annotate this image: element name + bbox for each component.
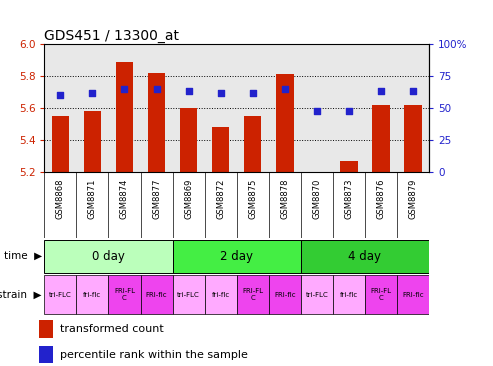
- Point: [153, 86, 161, 92]
- Bar: [333, 275, 365, 314]
- Text: percentile rank within the sample: percentile rank within the sample: [60, 350, 248, 360]
- Text: 4 day: 4 day: [349, 250, 381, 263]
- Text: FRI-flc: FRI-flc: [402, 292, 423, 298]
- Bar: [212, 127, 229, 172]
- Bar: [205, 275, 237, 314]
- Text: GSM8870: GSM8870: [312, 179, 321, 219]
- Bar: [44, 240, 173, 273]
- Point: [281, 86, 288, 92]
- Bar: [39, 346, 53, 363]
- Bar: [180, 108, 197, 172]
- Bar: [108, 275, 141, 314]
- Point: [89, 90, 97, 96]
- Bar: [44, 275, 76, 314]
- Text: tri-FLC: tri-FLC: [305, 292, 328, 298]
- Bar: [76, 275, 108, 314]
- Text: GSM8877: GSM8877: [152, 179, 161, 219]
- Point: [345, 108, 353, 113]
- Text: GSM8874: GSM8874: [120, 179, 129, 219]
- Text: fri-flc: fri-flc: [340, 292, 358, 298]
- Bar: [301, 240, 429, 273]
- Bar: [365, 275, 397, 314]
- Text: GSM8873: GSM8873: [344, 179, 353, 219]
- Text: GDS451 / 13300_at: GDS451 / 13300_at: [44, 29, 179, 43]
- Point: [313, 108, 320, 113]
- Text: tri-FLC: tri-FLC: [177, 292, 200, 298]
- Point: [217, 90, 225, 96]
- Text: strain  ▶: strain ▶: [0, 290, 42, 300]
- Point: [409, 89, 417, 94]
- Bar: [39, 320, 53, 338]
- Point: [377, 89, 385, 94]
- Point: [120, 86, 128, 92]
- Text: time  ▶: time ▶: [4, 251, 42, 261]
- Text: fri-flc: fri-flc: [83, 292, 102, 298]
- Bar: [404, 105, 422, 172]
- Text: GSM8872: GSM8872: [216, 179, 225, 219]
- Bar: [116, 61, 133, 172]
- Text: GSM8871: GSM8871: [88, 179, 97, 219]
- Text: tri-FLC: tri-FLC: [49, 292, 72, 298]
- Bar: [173, 240, 301, 273]
- Bar: [52, 116, 69, 172]
- Point: [249, 90, 257, 96]
- Text: GSM8875: GSM8875: [248, 179, 257, 219]
- Text: fri-flc: fri-flc: [211, 292, 230, 298]
- Point: [184, 89, 192, 94]
- Text: FRI-FL
C: FRI-FL C: [114, 288, 135, 301]
- Bar: [173, 275, 205, 314]
- Text: GSM8868: GSM8868: [56, 179, 65, 219]
- Bar: [141, 275, 173, 314]
- Bar: [340, 161, 357, 172]
- Text: transformed count: transformed count: [60, 324, 164, 334]
- Text: FRI-flc: FRI-flc: [146, 292, 167, 298]
- Bar: [148, 73, 165, 172]
- Text: GSM8878: GSM8878: [280, 179, 289, 219]
- Bar: [269, 275, 301, 314]
- Bar: [244, 116, 261, 172]
- Bar: [301, 275, 333, 314]
- Bar: [276, 74, 293, 172]
- Text: 0 day: 0 day: [92, 250, 125, 263]
- Bar: [397, 275, 429, 314]
- Point: [56, 92, 64, 98]
- Text: GSM8869: GSM8869: [184, 179, 193, 219]
- Bar: [237, 275, 269, 314]
- Text: GSM8879: GSM8879: [408, 179, 418, 219]
- Bar: [372, 105, 389, 172]
- Text: FRI-FL
C: FRI-FL C: [242, 288, 263, 301]
- Text: FRI-FL
C: FRI-FL C: [370, 288, 391, 301]
- Text: GSM8876: GSM8876: [376, 179, 386, 219]
- Bar: [84, 111, 101, 172]
- Text: 2 day: 2 day: [220, 250, 253, 263]
- Text: FRI-flc: FRI-flc: [274, 292, 295, 298]
